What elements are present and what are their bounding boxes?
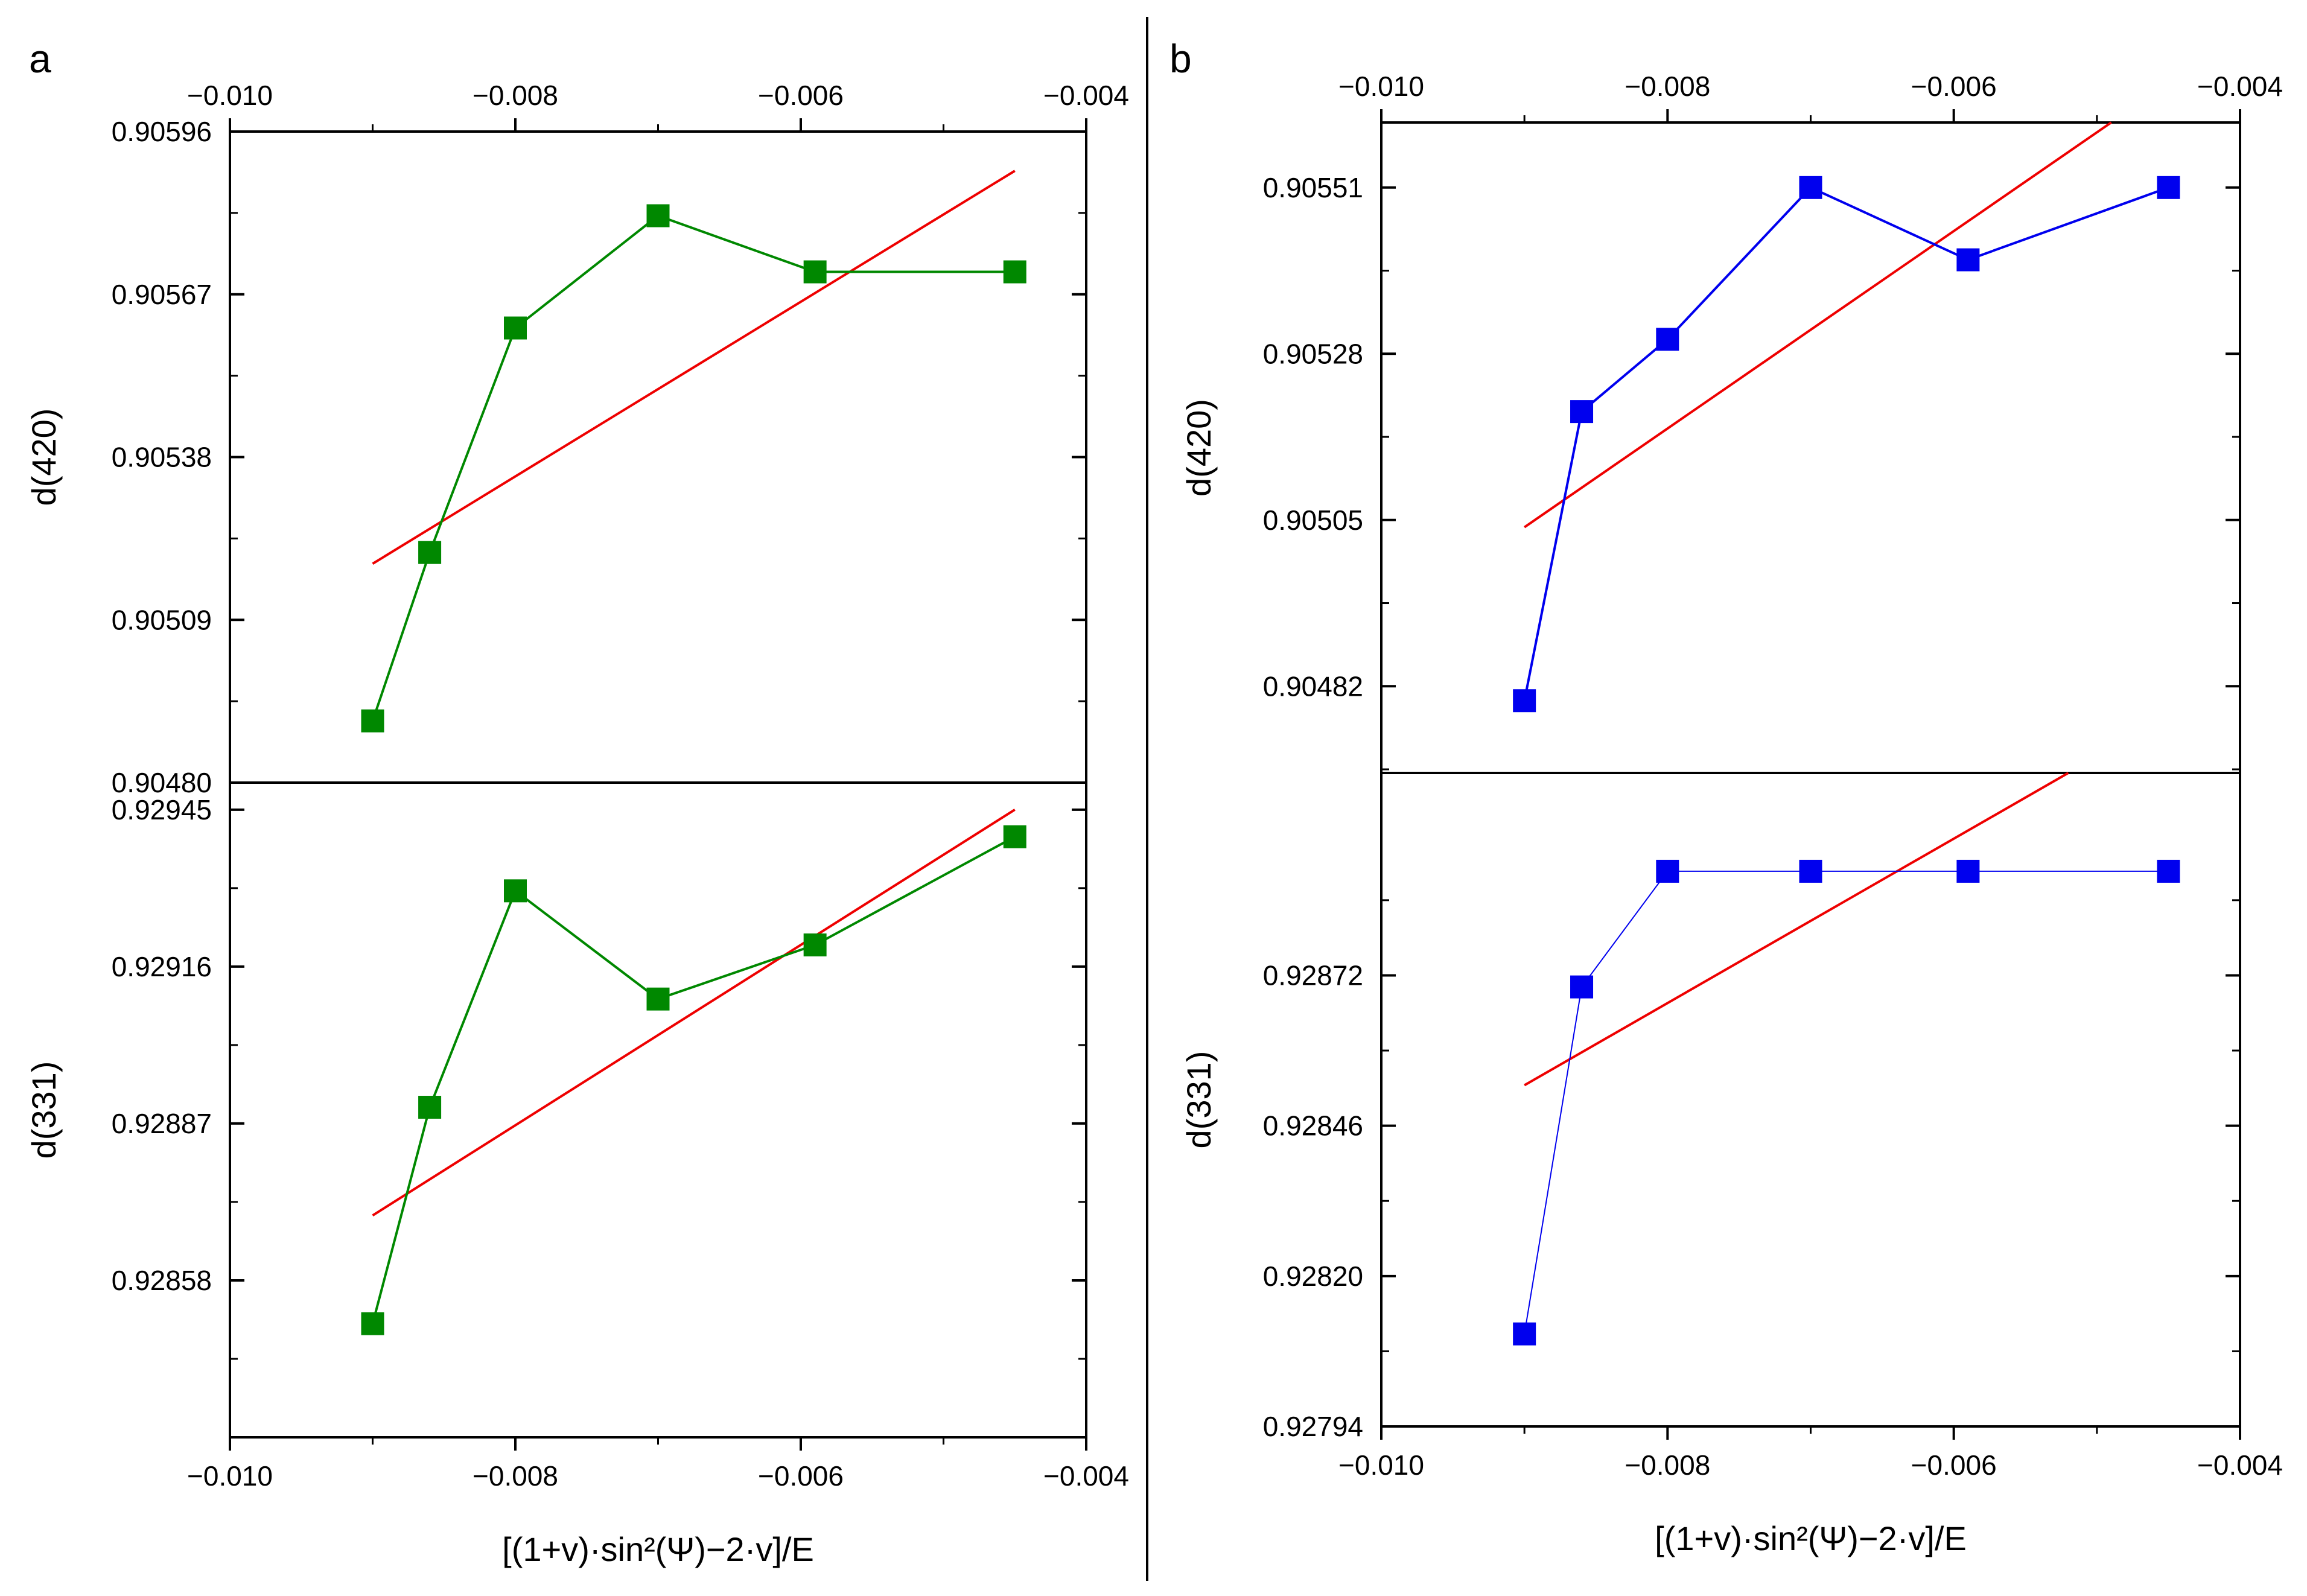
x-tick-label-bottom: −0.008 [473, 1460, 558, 1492]
subplot-a-top: 0.90596 0.90567 0.90538 0.90509 0.90480 d(420… [25, 116, 1086, 798]
x-axis-title: [(1+v)·sin²(Ψ)−2·v]/E [1655, 1519, 1967, 1557]
data-point [504, 879, 527, 903]
y-tick-label: 0.92820 [1263, 1261, 1363, 1292]
data-point [1003, 825, 1026, 848]
data-point [1799, 176, 1822, 199]
fit-line [372, 809, 1016, 1217]
data-point [1656, 328, 1679, 351]
y-tick-label: 0.90596 [112, 116, 212, 147]
y-tick-label: 0.90509 [112, 604, 212, 635]
y-tick-label: 0.92916 [112, 951, 212, 982]
panel-a: −0.010 −0.010 −0.008 −0.008 −0.006 −0.006 −0.0… [187, 80, 1129, 1568]
x-tick-label-top: −0.006 [1911, 71, 1997, 102]
y-tick-label: 0.90551 [1263, 172, 1363, 203]
fit-line [372, 170, 1016, 565]
y-axis-title-a-top: d(420) [25, 409, 63, 506]
x-tick-label-top: −0.008 [1624, 71, 1710, 102]
y-tick-label: 0.92794 [1263, 1411, 1363, 1442]
data-point [1956, 248, 1980, 272]
panel-label-a: a [29, 36, 51, 81]
data-point [361, 1312, 384, 1335]
y-tick-label: 0.92872 [1263, 959, 1363, 991]
y-axis-title-a-bottom: d(331) [25, 1061, 63, 1159]
panel-b: −0.010 −0.010 −0.008 −0.008 −0.006 −0.006 −0.0… [1338, 71, 2283, 1557]
y-axis-title-b-top: d(420) [1180, 399, 1218, 497]
data-point [1513, 1322, 1536, 1346]
x-tick-label-bottom: −0.006 [758, 1460, 844, 1492]
data-point [1956, 859, 1980, 883]
y-tick-label: 0.90538 [112, 442, 212, 473]
y-axis-title-b-bottom: d(331) [1180, 1051, 1218, 1149]
data-point [803, 933, 827, 957]
series-line [1523, 186, 2169, 701]
data-point [2157, 176, 2180, 199]
subplot-b-bottom: 0.92872 0.92846 0.92820 0.92794 d(331) [1180, 772, 2240, 1442]
y-tick-label: 0.92858 [112, 1265, 212, 1296]
series-line [371, 214, 1015, 722]
subplot-b-top: 0.90551 0.90528 0.90505 0.90482 d(420) [1180, 121, 2240, 774]
data-point [1799, 859, 1822, 883]
data-point [1570, 975, 1594, 999]
y-tick-label: 0.92887 [112, 1108, 212, 1139]
x-tick-label-top: −0.006 [758, 80, 844, 111]
x-tick-label-bottom: −0.010 [187, 1460, 273, 1492]
plot-frame-b [1380, 121, 2241, 1428]
fit-line [1524, 121, 2112, 529]
data-point [646, 204, 670, 227]
x-tick-label-bottom: −0.006 [1911, 1449, 1997, 1481]
x-tick-label-top: −0.004 [2197, 71, 2283, 102]
x-tick-label-top: −0.004 [1043, 80, 1129, 111]
x-axis-title: [(1+v)·sin²(Ψ)−2·v]/E [502, 1530, 814, 1568]
x-tick-label-bottom: −0.010 [1338, 1449, 1424, 1481]
data-point [1513, 689, 1536, 713]
x-tick-label-top: −0.010 [1338, 71, 1424, 102]
x-tick-label-bottom: −0.004 [2197, 1449, 2283, 1481]
data-point [1656, 859, 1679, 883]
y-tick-label: 0.92945 [112, 794, 212, 825]
y-tick-label: 0.90482 [1263, 670, 1363, 702]
data-point [646, 987, 670, 1011]
subplot-a-bottom: 0.92945 0.92916 0.92887 0.92858 d(331) [25, 794, 1086, 1360]
data-point [1570, 400, 1594, 424]
data-point [418, 541, 442, 564]
data-point [361, 709, 384, 733]
y-tick-label: 0.90528 [1263, 338, 1363, 369]
x-tick-label-bottom: −0.004 [1043, 1460, 1129, 1492]
panel-label-b: b [1169, 36, 1192, 81]
series-line [371, 835, 1016, 1324]
x-tick-label-top: −0.010 [187, 80, 273, 111]
fit-line [1524, 772, 2069, 1087]
y-tick-label: 0.92846 [1263, 1110, 1363, 1142]
data-point [2157, 859, 2180, 883]
x-tick-label-top: −0.008 [473, 80, 558, 111]
y-tick-label: 0.90567 [112, 279, 212, 310]
data-point [1003, 260, 1026, 284]
data-point [803, 260, 827, 284]
data-point [418, 1096, 442, 1119]
y-tick-label: 0.90480 [112, 767, 212, 798]
data-point [504, 316, 527, 340]
x-tick-label-bottom: −0.008 [1624, 1449, 1710, 1481]
chart-root: −0.010 −0.010 −0.008 −0.008 −0.006 −0.006 −0.0… [25, 71, 2283, 1568]
plot-frame-a [229, 130, 1087, 1439]
series-line [1524, 870, 2169, 1334]
y-tick-label: 0.90505 [1263, 504, 1363, 536]
